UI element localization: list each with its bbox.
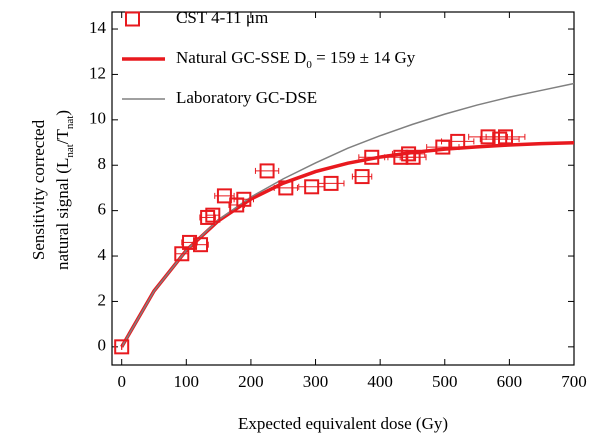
y-tick-label: 12 <box>89 63 106 82</box>
x-tick-label: 100 <box>174 372 200 391</box>
point <box>174 246 190 262</box>
error-bar <box>441 138 475 145</box>
x-axis-label: Expected equivalent dose (Gy) <box>238 414 448 433</box>
error-bar <box>298 183 326 190</box>
subscript: nat <box>64 144 76 157</box>
point <box>236 191 252 207</box>
curve <box>121 82 575 348</box>
legend-label: CST 4-11 μm <box>176 8 268 27</box>
error-bar <box>358 154 386 161</box>
legend-label: Laboratory GC-DSE <box>176 88 317 107</box>
point <box>405 149 421 165</box>
text-part: CST 4-11 μm <box>176 8 268 27</box>
subscript: 0 <box>306 59 312 71</box>
point <box>450 133 466 149</box>
point <box>435 139 451 155</box>
x-tick-label: 500 <box>432 372 458 391</box>
error-bar <box>273 184 298 191</box>
y-tick-label: 8 <box>98 154 107 173</box>
text-part: Sensitivity corrected <box>29 119 48 260</box>
y-tick-label: 10 <box>89 109 106 128</box>
x-tick-label: 0 <box>117 372 126 391</box>
error-bar <box>192 241 209 248</box>
y-tick-label: 4 <box>98 245 107 264</box>
y-tick-label: 0 <box>98 336 107 355</box>
text-part: /T <box>53 128 72 144</box>
point <box>498 129 514 145</box>
point <box>259 163 275 179</box>
point <box>182 234 198 250</box>
point <box>200 209 216 225</box>
text-part: Natural GC-SSE D <box>176 48 306 67</box>
text-part: ) <box>53 110 72 116</box>
point <box>354 169 370 185</box>
error-bar <box>485 133 526 140</box>
point <box>401 146 417 162</box>
y-tick-label: 14 <box>89 18 107 37</box>
point <box>193 237 209 253</box>
legend-label: Natural GC-SSE D0 = 159 ± 14 Gy <box>176 48 416 71</box>
y-axis-label: Sensitivity corrected <box>29 119 48 260</box>
text-part: natural signal (L <box>53 158 72 270</box>
point <box>323 175 339 191</box>
x-tick-label: 400 <box>367 372 393 391</box>
subscript: nat <box>64 116 76 129</box>
x-tick-label: 300 <box>303 372 329 391</box>
point <box>364 149 380 165</box>
error-bar <box>317 180 345 187</box>
text-part: Laboratory GC-DSE <box>176 88 317 107</box>
point <box>114 339 130 355</box>
text-part: = 159 ± 14 Gy <box>312 48 416 67</box>
legend-marker <box>125 11 140 27</box>
y-axis-label: natural signal (Lnat/Tnat) <box>53 110 76 270</box>
curve <box>120 141 575 348</box>
y-tick-label: 2 <box>98 290 107 309</box>
point <box>216 188 232 204</box>
x-tick-label: 200 <box>238 372 264 391</box>
y-tick-label: 6 <box>98 200 107 219</box>
point <box>304 179 320 195</box>
x-tick-label: 700 <box>561 372 587 391</box>
plot-frame <box>111 11 575 366</box>
point <box>278 180 294 196</box>
x-tick-label: 600 <box>497 372 523 391</box>
error-bar <box>399 154 427 161</box>
point <box>205 207 221 223</box>
error-bar <box>254 167 280 174</box>
